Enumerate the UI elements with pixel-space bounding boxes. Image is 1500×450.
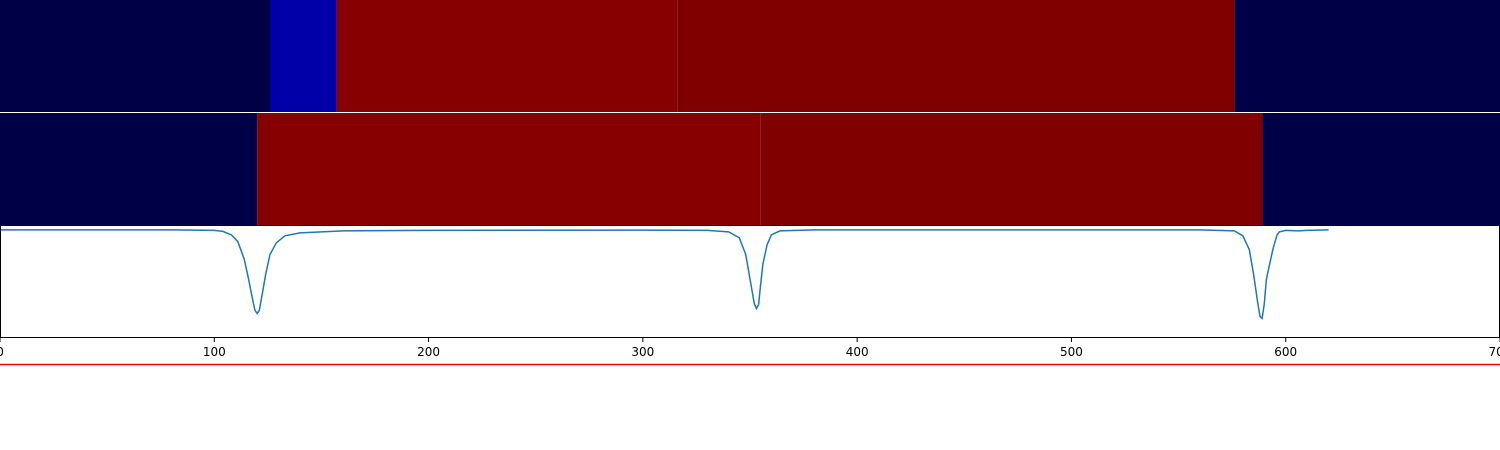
x-axis: 0 100 200 300 400 500 600 700	[0, 338, 1500, 359]
heatmap-row-2-segment-3	[760, 113, 1263, 225]
x-tick-label-100: 100	[203, 345, 226, 359]
x-tick-label-0: 0	[0, 345, 4, 359]
x-tick-label-400: 400	[846, 345, 869, 359]
x-tick-label-200: 200	[417, 345, 440, 359]
heatmap-row-1-segment-1	[0, 0, 270, 112]
x-tick-label-300: 300	[631, 345, 654, 359]
signal-panel	[0, 225, 1500, 366]
x-tick-label-500: 500	[1060, 345, 1083, 359]
heatmap-rows	[0, 0, 1500, 225]
heatmap-row-1-segment-4	[677, 0, 1235, 112]
heatmap-row-1-segment-3	[336, 0, 678, 112]
heatmap-row-2-segment-4	[1262, 113, 1500, 225]
signal-line	[0, 229, 1329, 320]
heatmap-row-2-segment-2	[257, 113, 761, 225]
heatmap-row-1-segment-2	[270, 0, 337, 112]
heatmap-row-2	[0, 113, 1500, 225]
heatmap-row-1	[0, 0, 1500, 112]
heatmap-row-2-segment-1	[0, 113, 258, 225]
heatmap-row-1-segment-5	[1234, 0, 1500, 112]
x-tick-label-600: 600	[1274, 345, 1297, 359]
x-tick-label-700: 700	[1489, 345, 1500, 359]
